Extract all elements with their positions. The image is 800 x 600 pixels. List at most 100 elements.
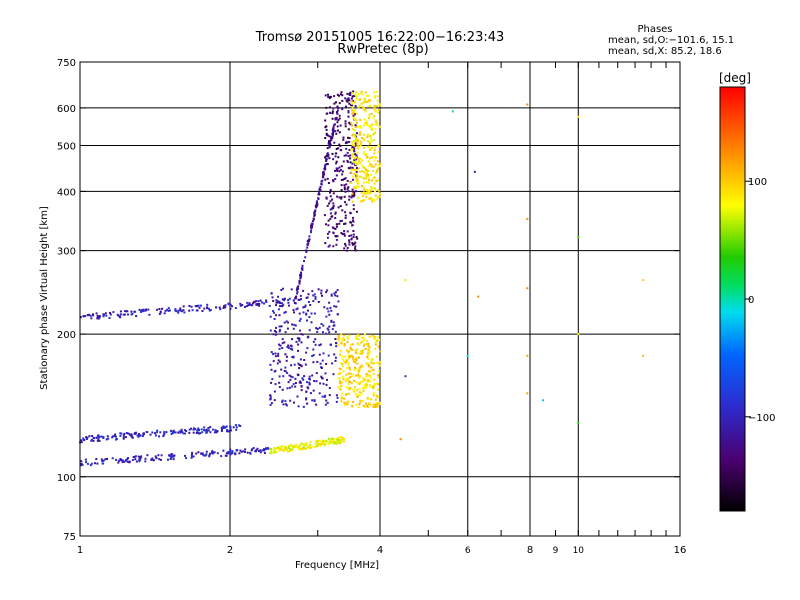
data-point	[292, 309, 295, 312]
data-point	[269, 452, 272, 455]
chart-title: Tromsø 20151005 16:22:00−16:23:43	[255, 30, 505, 45]
data-point	[240, 450, 243, 453]
data-point	[310, 312, 313, 315]
data-point	[361, 170, 364, 173]
data-point	[366, 123, 369, 126]
data-point	[350, 196, 353, 199]
data-point	[312, 361, 315, 364]
data-point	[352, 373, 355, 376]
data-point	[369, 189, 372, 192]
y-tick-label: 750	[57, 58, 76, 69]
data-point	[335, 238, 338, 241]
data-point	[344, 120, 347, 123]
data-point	[142, 308, 145, 311]
data-point	[577, 333, 580, 336]
data-point	[131, 312, 134, 315]
data-point	[318, 392, 321, 395]
data-point	[184, 454, 186, 457]
data-point	[360, 185, 363, 188]
data-point	[340, 197, 343, 200]
data-point	[344, 211, 347, 214]
data-point	[341, 99, 344, 102]
data-point	[307, 242, 310, 245]
data-point	[314, 446, 317, 448]
data-point	[353, 139, 356, 142]
data-point	[353, 144, 356, 147]
data-point	[301, 377, 304, 380]
data-point	[341, 363, 344, 366]
data-point	[374, 163, 377, 166]
data-point	[281, 400, 283, 403]
data-point	[126, 432, 129, 435]
data-point	[355, 177, 358, 180]
data-point	[181, 310, 184, 313]
data-point	[375, 105, 378, 108]
data-point	[324, 166, 326, 169]
data-point	[278, 347, 281, 350]
data-point	[338, 166, 341, 169]
data-point	[180, 430, 182, 433]
data-point	[357, 406, 360, 409]
data-point	[305, 397, 308, 400]
data-point	[166, 308, 168, 311]
data-point	[291, 385, 294, 388]
data-point	[256, 447, 259, 450]
data-point	[246, 301, 249, 304]
data-point	[328, 442, 331, 445]
data-point	[159, 458, 162, 461]
data-point	[348, 235, 351, 237]
data-point	[245, 305, 248, 308]
data-point	[354, 153, 357, 156]
data-point	[89, 314, 92, 317]
data-point	[274, 383, 277, 386]
data-point	[269, 329, 272, 332]
data-point	[344, 355, 347, 358]
data-point	[350, 234, 353, 237]
data-point	[300, 365, 303, 368]
data-point	[238, 424, 240, 427]
data-point	[334, 117, 337, 120]
data-point	[376, 170, 379, 173]
data-point	[358, 356, 360, 359]
data-point	[362, 102, 365, 105]
data-point	[158, 435, 160, 438]
data-point	[173, 454, 176, 457]
data-point	[350, 100, 353, 103]
data-point	[277, 446, 280, 449]
data-point	[321, 179, 324, 182]
data-point	[293, 323, 296, 326]
data-point	[359, 350, 362, 353]
data-point	[338, 102, 341, 105]
data-point	[169, 454, 172, 457]
data-point	[294, 324, 297, 327]
data-point	[316, 200, 318, 203]
data-point	[359, 119, 362, 121]
data-point	[192, 455, 195, 458]
data-point	[316, 360, 319, 363]
data-point	[319, 445, 322, 447]
data-point	[367, 380, 370, 383]
data-point	[332, 321, 335, 324]
data-point	[278, 301, 281, 304]
data-point	[379, 193, 381, 196]
data-point	[357, 370, 360, 372]
data-point	[140, 310, 142, 313]
data-point	[376, 405, 378, 408]
data-point	[323, 395, 326, 398]
data-point	[352, 219, 354, 222]
data-point	[306, 402, 309, 405]
data-point	[359, 352, 362, 355]
data-point	[337, 129, 339, 132]
data-point	[370, 127, 373, 130]
data-point	[313, 380, 316, 382]
data-point	[199, 432, 202, 435]
data-point	[341, 355, 344, 358]
data-point	[324, 443, 327, 446]
data-point	[337, 147, 340, 150]
data-point	[346, 336, 349, 338]
data-point	[339, 371, 342, 374]
data-point	[198, 306, 201, 309]
data-point	[343, 401, 346, 404]
data-point	[325, 223, 327, 226]
data-point	[290, 375, 293, 378]
